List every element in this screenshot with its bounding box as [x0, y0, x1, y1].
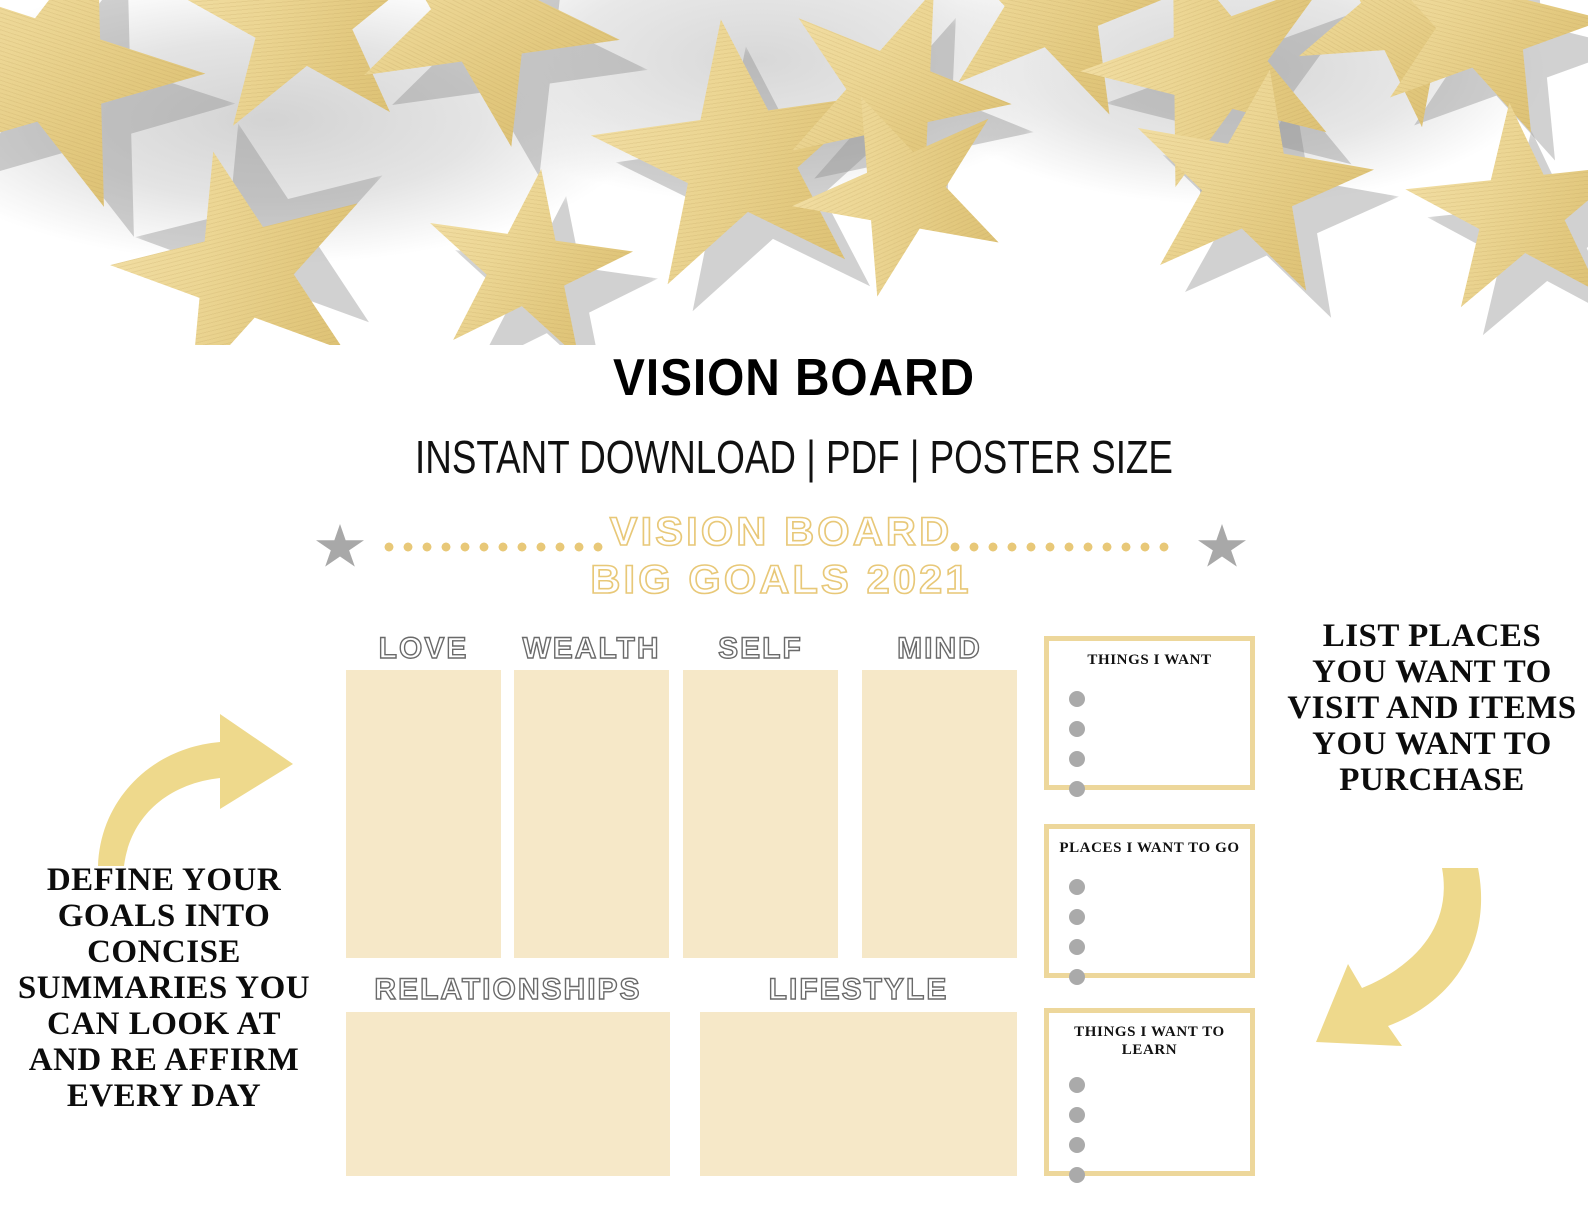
column-label-self: SELF: [717, 631, 803, 665]
left-instruction-note: DEFINE YOUR GOALS INTO CONCISE SUMMARIES…: [17, 862, 311, 1114]
column-label-love: LOVE: [378, 631, 469, 665]
column-box-wealth[interactable]: [514, 670, 669, 958]
curved-arrow-down-left-icon: [1316, 868, 1482, 1046]
column-box-mind[interactable]: [862, 670, 1017, 958]
curved-arrow-right-icon: [98, 714, 293, 866]
list-card-title: THINGS I WANT: [1087, 652, 1212, 668]
wooden-stars-banner: [0, 0, 1588, 345]
bullet-list: [1069, 1077, 1085, 1197]
page-title: VISION BOARD: [613, 349, 975, 407]
dotted-divider-left: [384, 542, 612, 552]
bullet-dot: [1069, 969, 1085, 985]
bullet-dot: [1069, 781, 1085, 797]
section-box-relationships[interactable]: [346, 1012, 670, 1176]
board-outline-title-line2: BIG GOALS 2021: [590, 557, 972, 603]
column-box-self[interactable]: [683, 670, 838, 958]
section-box-lifestyle[interactable]: [700, 1012, 1017, 1176]
list-card-title: THINGS I WANT TO LEARN: [1074, 1024, 1225, 1058]
list-card-title: PLACES I WANT TO GO: [1059, 840, 1240, 856]
bullet-dot: [1069, 1077, 1085, 1093]
list-card-things-i-want-to-learn[interactable]: THINGS I WANT TO LEARN: [1044, 1008, 1255, 1183]
column-label-wealth: WEALTH: [522, 631, 661, 665]
section-label-relationships: RELATIONSHIPS: [374, 972, 642, 1006]
bullet-dot: [1069, 939, 1085, 955]
wooden-star-icon: [1397, 91, 1588, 327]
board-header: VISION BOARD BIG GOALS 2021: [316, 508, 1246, 618]
bullet-dot: [1069, 879, 1085, 895]
bullet-dot: [1069, 909, 1085, 925]
list-card-places-i-want-to-go[interactable]: PLACES I WANT TO GO: [1044, 824, 1255, 985]
column-label-mind: MIND: [896, 631, 982, 665]
bullet-dot: [1069, 691, 1085, 707]
section-label-lifestyle: LIFESTYLE: [768, 972, 949, 1006]
wooden-star-icon: [165, 0, 440, 148]
board-outline-title-line1: VISION BOARD: [609, 509, 953, 555]
bullet-dot: [1069, 1167, 1085, 1183]
dotted-divider-right: [950, 542, 1178, 552]
bullet-dot: [1069, 1137, 1085, 1153]
board-outline-title: VISION BOARD BIG GOALS 2021: [297, 508, 1264, 604]
bullet-dot: [1069, 721, 1085, 737]
bullet-dot: [1069, 751, 1085, 767]
list-card-things-i-want[interactable]: THINGS I WANT: [1044, 636, 1255, 797]
column-box-love[interactable]: [346, 670, 501, 958]
bullet-list: [1069, 879, 1085, 999]
bullet-dot: [1069, 1107, 1085, 1123]
right-instruction-note: LIST PLACES YOU WANT TO VISIT AND ITEMS …: [1287, 618, 1577, 798]
page-subtitle: INSTANT DOWNLOAD | PDF | POSTER SIZE: [415, 431, 1173, 483]
bullet-list: [1069, 691, 1085, 811]
